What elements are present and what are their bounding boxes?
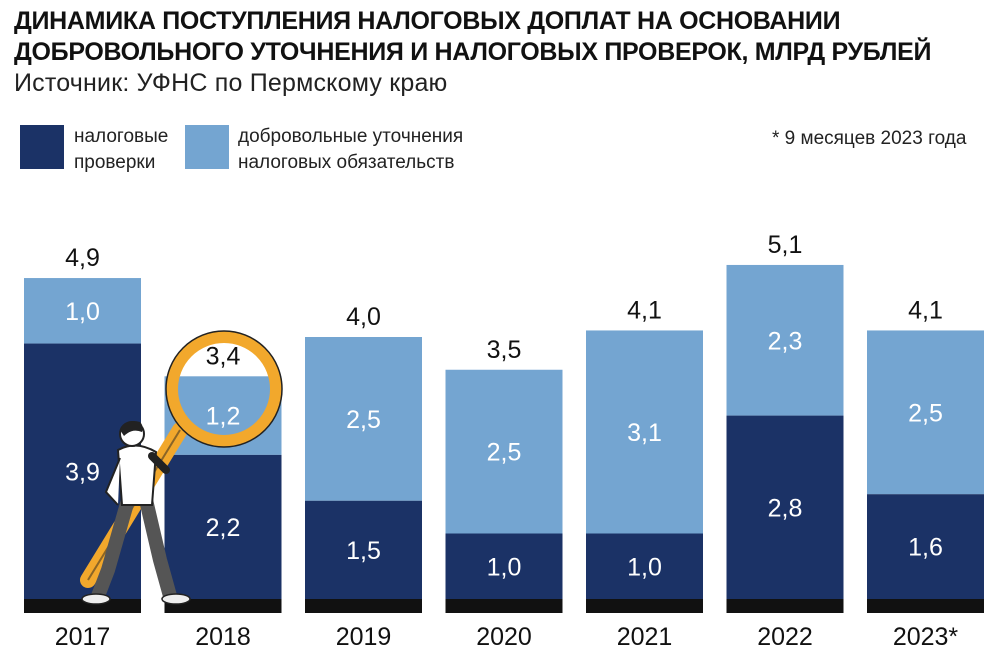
x-tick-label: 2021	[617, 623, 673, 651]
person-arm-right	[148, 452, 170, 474]
data-label-total: 4,9	[65, 244, 100, 272]
data-label-inspections: 1,5	[346, 537, 381, 565]
person-shoe-right	[161, 593, 191, 605]
bar-base	[24, 599, 141, 613]
bar-base	[867, 599, 984, 613]
legend-label-voluntary: добровольные уточнения налоговых обязате…	[238, 126, 464, 173]
bar-base	[726, 599, 844, 613]
data-label-total: 3,4	[206, 342, 241, 370]
bar-segment-voluntary	[445, 369, 563, 534]
person-leg-left	[91, 493, 135, 603]
x-tick-label: 2020	[476, 623, 532, 651]
data-label-total: 4,1	[908, 296, 943, 324]
bar-segment-voluntary	[867, 330, 984, 495]
person-shoe-left	[81, 593, 111, 605]
data-label-total: 5,1	[768, 231, 803, 259]
person-with-magnifier-illustration	[80, 330, 283, 605]
data-label-voluntary: 2,5	[908, 399, 943, 427]
bar-segment-voluntary	[726, 264, 844, 416]
data-label-voluntary: 2,5	[346, 406, 381, 434]
data-label-voluntary: 1,0	[65, 298, 100, 326]
data-label-inspections: 2,8	[768, 494, 803, 522]
bar-segment-voluntary	[305, 337, 422, 501]
person-torso	[116, 444, 158, 506]
x-tick-label: 2023*	[893, 623, 959, 651]
data-label-inspections: 1,0	[487, 553, 522, 581]
bar-base	[164, 599, 282, 613]
data-label-voluntary: 1,2	[206, 403, 241, 431]
legend-swatch-inspections	[20, 125, 64, 169]
person-leg-right	[139, 493, 177, 603]
data-label-total: 4,1	[627, 296, 662, 324]
legend-label-inspections: налоговые проверки	[74, 126, 169, 173]
bar-segment-inspections	[305, 500, 422, 599]
bar-segment-inspections	[164, 454, 282, 599]
bar-segment-voluntary	[24, 278, 141, 344]
data-label-inspections: 1,0	[627, 553, 662, 581]
data-label-total: 4,0	[346, 303, 381, 331]
bar-segment-voluntary	[586, 330, 703, 534]
data-label-voluntary: 2,3	[768, 327, 803, 355]
bar-segment-inspections	[445, 533, 563, 599]
bar-segment-inspections	[726, 415, 844, 599]
data-label-voluntary: 2,5	[487, 439, 522, 467]
bar-base	[445, 599, 563, 613]
x-tick-label: 2017	[55, 623, 111, 651]
x-tick-label: 2018	[195, 623, 251, 651]
person-arm-left	[104, 457, 121, 506]
data-label-inspections: 3,9	[65, 458, 100, 486]
bar-segment-inspections	[867, 494, 984, 599]
person-hair	[120, 421, 143, 436]
bar-segment-inspections	[586, 533, 703, 599]
bar-base	[586, 599, 703, 613]
bar-base	[305, 599, 422, 613]
chart-title: ДИНАМИКА ПОСТУПЛЕНИЯ НАЛОГОВЫХ ДОПЛАТ НА…	[14, 7, 932, 66]
data-label-total: 3,5	[487, 336, 522, 364]
magnifier-ring-outline	[165, 330, 283, 448]
footnote: * 9 месяцев 2023 года	[772, 128, 967, 149]
data-label-inspections: 2,2	[206, 514, 241, 542]
x-tick-label: 2022	[757, 623, 813, 651]
data-label-inspections: 1,6	[908, 534, 943, 562]
x-tick-label: 2019	[336, 623, 392, 651]
legend-swatch-voluntary	[185, 125, 229, 169]
magnifier-ring	[166, 331, 282, 447]
data-label-voluntary: 3,1	[627, 419, 662, 447]
source-line: Источник: УФНС по Пермскому краю	[14, 69, 448, 97]
